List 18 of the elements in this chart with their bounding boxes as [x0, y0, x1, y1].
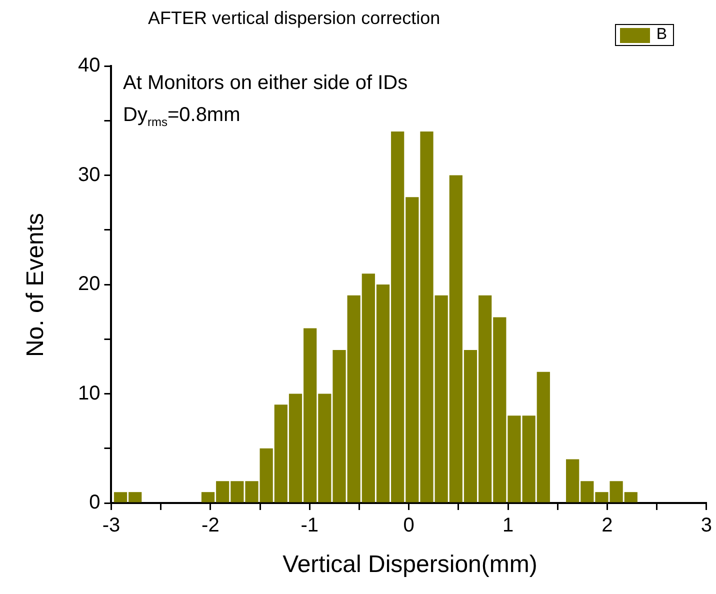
x-tick-label: 0	[403, 514, 414, 537]
y-tick-label: 10	[78, 382, 100, 404]
x-tick-label: -3	[102, 514, 120, 537]
annotation: At Monitors on either side of IDs	[123, 72, 408, 95]
x-tick-label: 2	[602, 514, 613, 537]
x-tick-label: -1	[300, 514, 319, 537]
x-tick-label: 3	[700, 514, 712, 537]
y-axis-title: No. of Events	[22, 212, 50, 358]
y-tick-label: 0	[89, 492, 100, 514]
x-axis-title: Vertical Dispersion(mm)	[282, 551, 538, 579]
y-tick-label: 20	[78, 273, 100, 296]
annotation: Dy$_{rms}$=0.8mm	[123, 104, 240, 129]
legend-label: B	[656, 26, 667, 44]
x-tick-label: 1	[502, 514, 514, 537]
y-tick-label: 30	[78, 164, 100, 186]
x-tick-label: -2	[202, 514, 220, 537]
y-tick-label: 40	[78, 54, 100, 77]
chart-title: AFTER vertical dispersion correction	[148, 8, 440, 29]
